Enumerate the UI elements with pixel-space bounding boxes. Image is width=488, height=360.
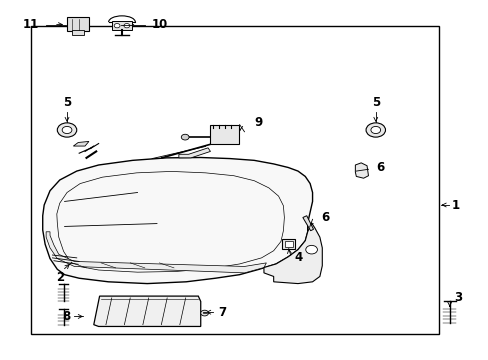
- Text: 4: 4: [293, 251, 302, 264]
- Text: 9: 9: [254, 116, 262, 129]
- Bar: [210, 125, 238, 144]
- Text: 8: 8: [62, 310, 71, 323]
- Text: 6: 6: [375, 161, 383, 174]
- Polygon shape: [46, 232, 266, 273]
- Circle shape: [62, 126, 72, 134]
- Polygon shape: [355, 163, 368, 178]
- Bar: [30, 26, 438, 334]
- Polygon shape: [73, 141, 89, 146]
- Circle shape: [181, 134, 189, 140]
- Polygon shape: [42, 157, 312, 284]
- Text: 7: 7: [217, 306, 225, 319]
- Circle shape: [57, 123, 77, 137]
- Bar: [285, 241, 292, 247]
- Bar: [282, 239, 294, 249]
- Text: 6: 6: [321, 211, 329, 224]
- Circle shape: [123, 23, 129, 28]
- Text: 11: 11: [22, 18, 39, 31]
- Polygon shape: [179, 148, 210, 158]
- Bar: [67, 18, 89, 31]
- Bar: [112, 21, 131, 30]
- Circle shape: [366, 123, 385, 137]
- Polygon shape: [264, 223, 322, 284]
- Text: 5: 5: [371, 95, 379, 109]
- Bar: [72, 30, 84, 35]
- Polygon shape: [94, 296, 201, 327]
- Polygon shape: [302, 216, 313, 231]
- Text: 5: 5: [63, 95, 71, 109]
- Circle shape: [201, 310, 208, 316]
- Text: 1: 1: [451, 198, 459, 212]
- Text: 10: 10: [152, 18, 168, 31]
- Text: 3: 3: [454, 291, 462, 305]
- Circle shape: [305, 246, 317, 254]
- Circle shape: [370, 126, 380, 134]
- Text: 2: 2: [56, 271, 63, 284]
- Circle shape: [114, 23, 120, 28]
